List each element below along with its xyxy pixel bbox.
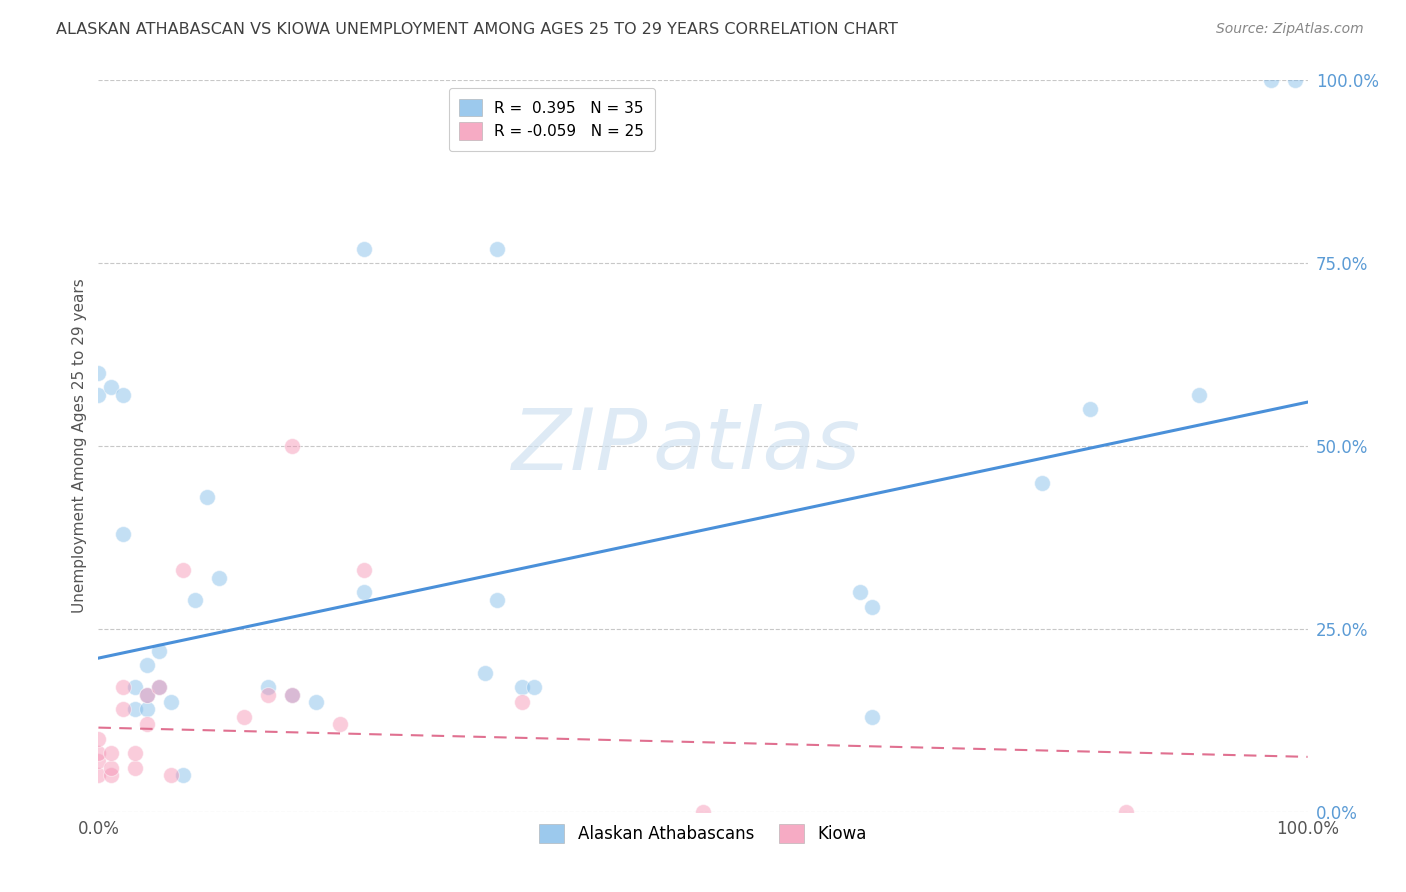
- Point: [100, 768, 122, 782]
- Point: [124, 681, 146, 695]
- Point: [486, 242, 509, 256]
- Point: [135, 688, 157, 702]
- Point: [135, 717, 157, 731]
- Point: [111, 388, 134, 402]
- Point: [1260, 73, 1282, 87]
- Point: [523, 681, 546, 695]
- Point: [256, 681, 278, 695]
- Point: [111, 702, 134, 716]
- Point: [148, 644, 170, 658]
- Point: [100, 746, 122, 760]
- Point: [208, 571, 231, 585]
- Text: Source: ZipAtlas.com: Source: ZipAtlas.com: [1216, 22, 1364, 37]
- Point: [148, 681, 170, 695]
- Point: [353, 563, 375, 577]
- Text: ALASKAN ATHABASCAN VS KIOWA UNEMPLOYMENT AMONG AGES 25 TO 29 YEARS CORRELATION C: ALASKAN ATHABASCAN VS KIOWA UNEMPLOYMENT…: [56, 22, 898, 37]
- Point: [353, 242, 375, 256]
- Point: [281, 688, 304, 702]
- Point: [148, 681, 170, 695]
- Point: [100, 380, 122, 394]
- Point: [87, 754, 110, 768]
- Point: [860, 709, 883, 723]
- Point: [111, 526, 134, 541]
- Text: atlas: atlas: [652, 404, 860, 488]
- Point: [305, 695, 328, 709]
- Legend: Alaskan Athabascans, Kiowa: Alaskan Athabascans, Kiowa: [527, 812, 879, 855]
- Point: [184, 592, 207, 607]
- Point: [510, 681, 533, 695]
- Point: [124, 746, 146, 760]
- Point: [486, 592, 509, 607]
- Point: [135, 688, 157, 702]
- Point: [281, 688, 304, 702]
- Point: [256, 688, 278, 702]
- Point: [860, 599, 883, 614]
- Point: [510, 695, 533, 709]
- Point: [160, 768, 183, 782]
- Point: [692, 805, 714, 819]
- Point: [124, 702, 146, 716]
- Point: [474, 665, 496, 680]
- Point: [1284, 73, 1306, 87]
- Point: [111, 681, 134, 695]
- Point: [135, 658, 157, 673]
- Point: [1078, 402, 1101, 417]
- Point: [124, 761, 146, 775]
- Point: [100, 761, 122, 775]
- Point: [87, 388, 110, 402]
- Point: [135, 702, 157, 716]
- Point: [1031, 475, 1053, 490]
- Point: [172, 563, 194, 577]
- Point: [160, 695, 183, 709]
- Point: [1115, 805, 1137, 819]
- Text: ZIP: ZIP: [512, 404, 648, 488]
- Point: [87, 768, 110, 782]
- Point: [1188, 388, 1211, 402]
- Point: [329, 717, 352, 731]
- Point: [353, 585, 375, 599]
- Point: [195, 490, 218, 504]
- Point: [87, 366, 110, 380]
- Point: [172, 768, 194, 782]
- Point: [232, 709, 254, 723]
- Point: [849, 585, 872, 599]
- Point: [87, 746, 110, 760]
- Point: [281, 439, 304, 453]
- Point: [87, 731, 110, 746]
- Y-axis label: Unemployment Among Ages 25 to 29 years: Unemployment Among Ages 25 to 29 years: [72, 278, 87, 614]
